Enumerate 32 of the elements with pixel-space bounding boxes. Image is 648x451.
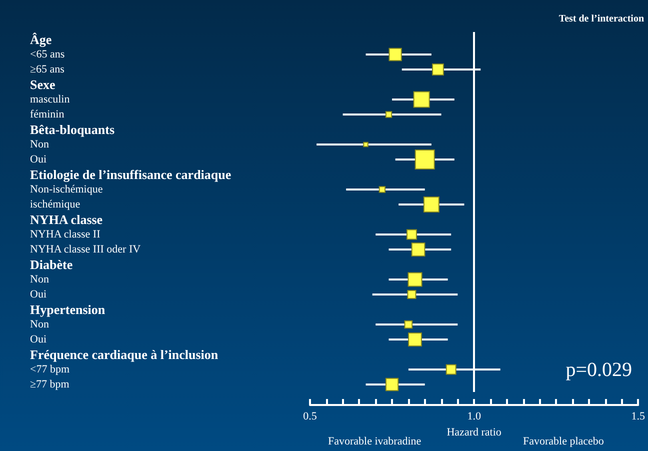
- y-tick-label: ≥77 bpm: [30, 378, 70, 390]
- y-tick-label: féminin: [30, 108, 65, 120]
- x-tick-label: 0.5: [303, 410, 318, 422]
- y-tick-label: <65 ans: [30, 48, 65, 60]
- y-tick-label: Âge: [30, 32, 52, 47]
- text: Test de l’interaction: [558, 14, 644, 24]
- x-axis-title: Hazard ratio: [446, 426, 502, 438]
- annotation: p=0.029: [566, 359, 632, 381]
- y-tick-label: <77 bpm: [30, 364, 70, 376]
- y-tick-label: Non-ischémique: [30, 184, 103, 196]
- y-tick-label: Oui: [30, 334, 46, 346]
- y-tick-label: Non: [30, 138, 50, 150]
- y-tick-label: masculin: [30, 94, 70, 106]
- y-tick-label: Diabète: [30, 257, 73, 272]
- y-tick-label: Hypertension: [30, 302, 106, 317]
- text: Favorable ivabradine: [328, 436, 422, 448]
- y-tick-label: Non: [30, 318, 50, 330]
- y-tick-label: Non: [30, 274, 50, 286]
- x-tick-label: 1.5: [631, 410, 646, 422]
- y-tick-label: NYHA classe: [30, 212, 103, 227]
- y-tick-label: Bêta-bloquants: [30, 122, 115, 137]
- y-tick-label: Oui: [30, 288, 46, 300]
- y-tick-label: NYHA classe II: [30, 228, 101, 240]
- text: Favorable placebo: [523, 436, 604, 448]
- x-tick-label: 1.0: [467, 410, 482, 422]
- y-tick-label: Sexe: [30, 77, 56, 92]
- y-tick-label: Oui: [30, 154, 46, 166]
- y-tick-label: ischémique: [30, 198, 80, 210]
- y-tick-label: Fréquence cardiaque à l’inclusion: [30, 347, 219, 362]
- y-tick-label: Etiologie de l’insuffisance cardiaque: [30, 167, 232, 182]
- y-tick-label: NYHA classe III oder IV: [30, 244, 141, 256]
- y-tick-label: ≥65 ans: [30, 64, 64, 76]
